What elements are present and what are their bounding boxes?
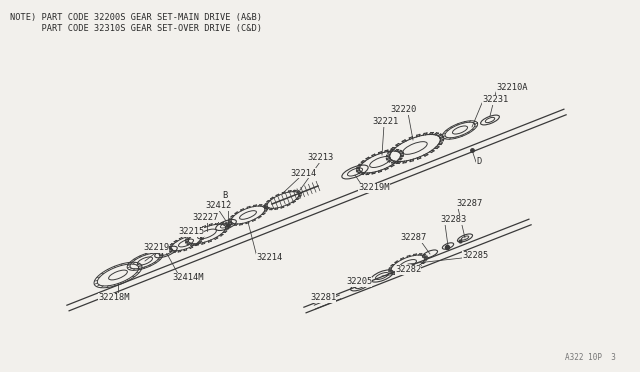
Text: 32282: 32282 (395, 266, 421, 275)
Text: A322 10P  3: A322 10P 3 (565, 353, 616, 362)
Text: 32412: 32412 (205, 202, 231, 211)
Text: 32219M: 32219M (358, 183, 390, 192)
Text: 32285: 32285 (462, 251, 488, 260)
Text: NOTE) PART CODE 32200S GEAR SET-MAIN DRIVE (A&B): NOTE) PART CODE 32200S GEAR SET-MAIN DRI… (10, 13, 262, 22)
Text: 32287: 32287 (456, 199, 483, 208)
Text: PART CODE 32310S GEAR SET-OVER DRIVE (C&D): PART CODE 32310S GEAR SET-OVER DRIVE (C&… (10, 24, 262, 33)
Text: 32218M: 32218M (98, 294, 129, 302)
Text: 32215: 32215 (178, 228, 204, 237)
Text: 32214: 32214 (290, 169, 316, 177)
Text: 32219: 32219 (143, 244, 169, 253)
Text: B: B (222, 192, 227, 201)
Text: 32231: 32231 (482, 96, 508, 105)
Text: D: D (476, 157, 481, 167)
Text: 32283: 32283 (440, 215, 467, 224)
Text: 32214: 32214 (256, 253, 282, 263)
Text: 32227: 32227 (192, 214, 218, 222)
Text: 32221: 32221 (372, 118, 398, 126)
Text: 32205: 32205 (346, 278, 372, 286)
Text: 32210A: 32210A (496, 83, 527, 93)
Text: 32281: 32281 (310, 294, 336, 302)
Text: 32213: 32213 (307, 154, 333, 163)
Text: 32287: 32287 (400, 234, 426, 243)
Text: 32414M: 32414M (172, 273, 204, 282)
Text: 32220: 32220 (390, 106, 416, 115)
